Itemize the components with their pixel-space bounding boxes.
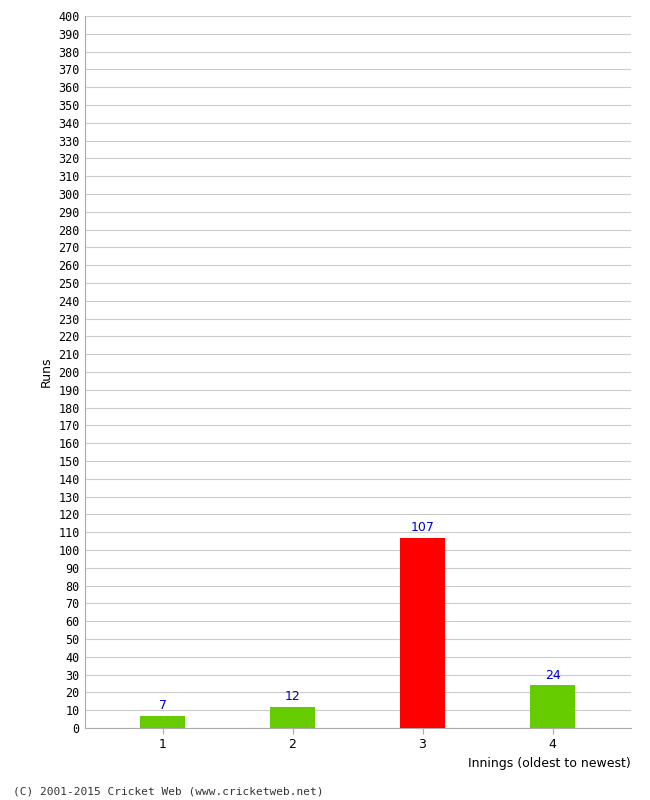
Bar — [530, 686, 575, 728]
Bar — [400, 538, 445, 728]
Y-axis label: Runs: Runs — [40, 357, 53, 387]
Text: 107: 107 — [411, 521, 434, 534]
Text: 24: 24 — [545, 669, 560, 682]
Bar — [270, 706, 315, 728]
Text: (C) 2001-2015 Cricket Web (www.cricketweb.net): (C) 2001-2015 Cricket Web (www.cricketwe… — [13, 786, 324, 796]
Text: 12: 12 — [285, 690, 300, 703]
Bar — [140, 715, 185, 728]
Text: 7: 7 — [159, 699, 166, 712]
X-axis label: Innings (oldest to newest): Innings (oldest to newest) — [468, 757, 630, 770]
